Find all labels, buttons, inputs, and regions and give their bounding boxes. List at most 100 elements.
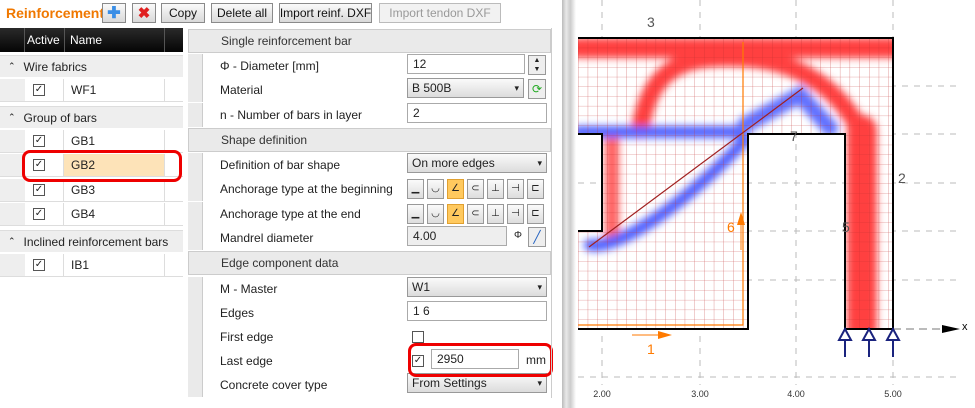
list-item[interactable]: ✓ IB1 [0, 254, 183, 277]
anchor-end-hook-135-icon[interactable]: ∠ [447, 204, 464, 224]
last-edge-input[interactable]: 2950 [431, 349, 519, 369]
group-label: Wire fabrics [23, 59, 87, 74]
anchor-end-plate-end-icon[interactable]: ⊣ [507, 204, 524, 224]
anchor-begin-plate-end-icon[interactable]: ⊣ [507, 179, 524, 199]
list-item[interactable]: ✓ WF1 [0, 79, 183, 102]
active-checkbox[interactable]: ✓ [33, 259, 45, 271]
item-name: GB3 [63, 179, 165, 201]
nbars-input[interactable]: 2 [407, 103, 547, 123]
active-checkbox[interactable]: ✓ [33, 208, 45, 220]
edge-arrow-1 [632, 331, 672, 339]
anchor-begin-straight-icon[interactable]: ▁ [407, 179, 424, 199]
active-checkbox[interactable]: ✓ [33, 135, 45, 147]
tick-5: 5.00 [884, 389, 902, 399]
section-edge[interactable]: Edge component data [188, 251, 551, 275]
item-name: WF1 [63, 79, 165, 101]
x-icon: ✖ [137, 5, 151, 22]
anchor-end-plate-down-icon[interactable]: ⊥ [487, 204, 504, 224]
add-button[interactable]: ✚ [102, 3, 126, 23]
x-axis-arrow-icon [942, 325, 960, 333]
anchor-end-bend-90-icon[interactable]: ◡ [427, 204, 444, 224]
group-wire-fabrics[interactable]: ⌃ Wire fabrics [0, 55, 183, 77]
anchor-begin-plate-down-icon[interactable]: ⊥ [487, 179, 504, 199]
anchor-begin-loop-end-icon[interactable]: ⊏ [527, 179, 544, 199]
anchor-end-hook-180-icon[interactable]: ⊂ [467, 204, 484, 224]
anchor-begin-hook-180-icon[interactable]: ⊂ [467, 179, 484, 199]
shape-def-select[interactable]: On more edges [407, 153, 547, 173]
edges-input[interactable]: 1 6 [407, 301, 547, 321]
label: Anchorage type at the end [220, 207, 361, 221]
collapse-icon[interactable]: ⌃ [8, 61, 16, 71]
remove-button[interactable]: ✖ [132, 3, 156, 23]
collapse-icon[interactable]: ⌃ [8, 236, 16, 246]
label: n - Number of bars in layer [220, 108, 363, 122]
row-material: Material B 500B ⟳ [188, 78, 551, 102]
label: Φ - Diameter [mm] [220, 59, 319, 73]
col-active[interactable]: Active [25, 28, 65, 52]
pencil-icon[interactable]: ╱ [528, 227, 546, 247]
plus-icon: ✚ [107, 5, 121, 22]
active-checkbox[interactable]: ✓ [33, 184, 45, 196]
edge-label-1: 1 [647, 341, 655, 357]
last-edge-checkbox[interactable]: ✓ [412, 355, 424, 367]
section-single-bar[interactable]: Single reinforcement bar [188, 29, 551, 53]
item-name: GB1 [63, 130, 165, 152]
tick-3: 3.00 [691, 389, 709, 399]
master-select[interactable]: W1 [407, 277, 547, 297]
row-first-edge: First edge [188, 325, 551, 349]
section-shape[interactable]: Shape definition [188, 128, 551, 152]
refresh-icon[interactable]: ⟳ [528, 79, 546, 99]
copy-button[interactable]: Copy [161, 3, 205, 23]
group-inclined-bars[interactable]: ⌃ Inclined reinforcement bars [0, 230, 183, 252]
row-shape-def: Definition of bar shape On more edges [188, 153, 551, 177]
selected-bar[interactable] [578, 42, 744, 326]
label: Last edge [220, 354, 273, 368]
collapse-icon[interactable]: ⌃ [8, 112, 16, 122]
edge-label-6: 6 [727, 219, 735, 235]
drawing-canvas[interactable]: 1 2 3 5 6 7 x 2.00 3.00 4.00 5.00 [576, 0, 975, 408]
group-label: Group of bars [23, 110, 97, 125]
item-name: GB4 [63, 203, 165, 225]
list-item[interactable]: ✓ GB3 [0, 179, 183, 202]
last-edge-unit: mm [526, 353, 546, 367]
label: First edge [220, 330, 274, 344]
row-diameter: Φ - Diameter [mm] 12 ▲ ▼ [188, 54, 551, 78]
row-master: M - Master W1 [188, 277, 551, 301]
diameter-input[interactable]: 12 [407, 54, 525, 74]
label: Mandrel diameter [220, 231, 314, 245]
section-outline [578, 37, 894, 330]
first-edge-checkbox[interactable] [412, 331, 424, 343]
item-name: GB2 [63, 154, 165, 176]
anchor-end-straight-icon[interactable]: ▁ [407, 204, 424, 224]
inclined-bar[interactable] [588, 87, 804, 248]
highlight-gb2 [22, 150, 182, 182]
item-name: IB1 [63, 254, 165, 276]
active-checkbox[interactable]: ✓ [33, 159, 45, 171]
list-item-selected[interactable]: ✓ GB2 [0, 154, 183, 177]
diameter-spinner[interactable]: ▲ ▼ [528, 55, 546, 75]
list-item[interactable]: ✓ GB1 [0, 130, 183, 153]
row-anch-begin: Anchorage type at the beginning ▁ ◡ ∠ ⊂ ⊥ ⊣ ⊏ [188, 177, 551, 201]
group-group-of-bars[interactable]: ⌃ Group of bars [0, 106, 183, 128]
stress-field [578, 38, 893, 329]
highlight-last-edge [408, 343, 553, 377]
anchor-begin-hook-135-icon[interactable]: ∠ [447, 179, 464, 199]
mandrel-input[interactable]: 4.00 [407, 226, 507, 246]
tick-4: 4.00 [787, 389, 805, 399]
list-item[interactable]: ✓ GB4 [0, 203, 183, 226]
list-header: Active Name [0, 28, 183, 52]
delete-all-button[interactable]: Delete all [211, 3, 273, 23]
active-checkbox[interactable]: ✓ [33, 84, 45, 96]
cover-select[interactable]: From Settings [407, 373, 547, 393]
anchor-end-loop-end-icon[interactable]: ⊏ [527, 204, 544, 224]
material-select[interactable]: B 500B [407, 78, 524, 98]
splitter[interactable] [562, 0, 576, 408]
edge-label-2: 2 [898, 170, 906, 186]
panel-title: Reinforcement [6, 5, 105, 21]
edge-label-7: 7 [790, 128, 798, 144]
col-name[interactable]: Name [65, 28, 165, 52]
import-reinf-dxf-button[interactable]: Import reinf. DXF [279, 3, 372, 23]
row-mandrel: Mandrel diameter 4.00 Φ ╱ [188, 226, 551, 250]
opening-outline [578, 133, 603, 232]
anchor-begin-bend-90-icon[interactable]: ◡ [427, 179, 444, 199]
